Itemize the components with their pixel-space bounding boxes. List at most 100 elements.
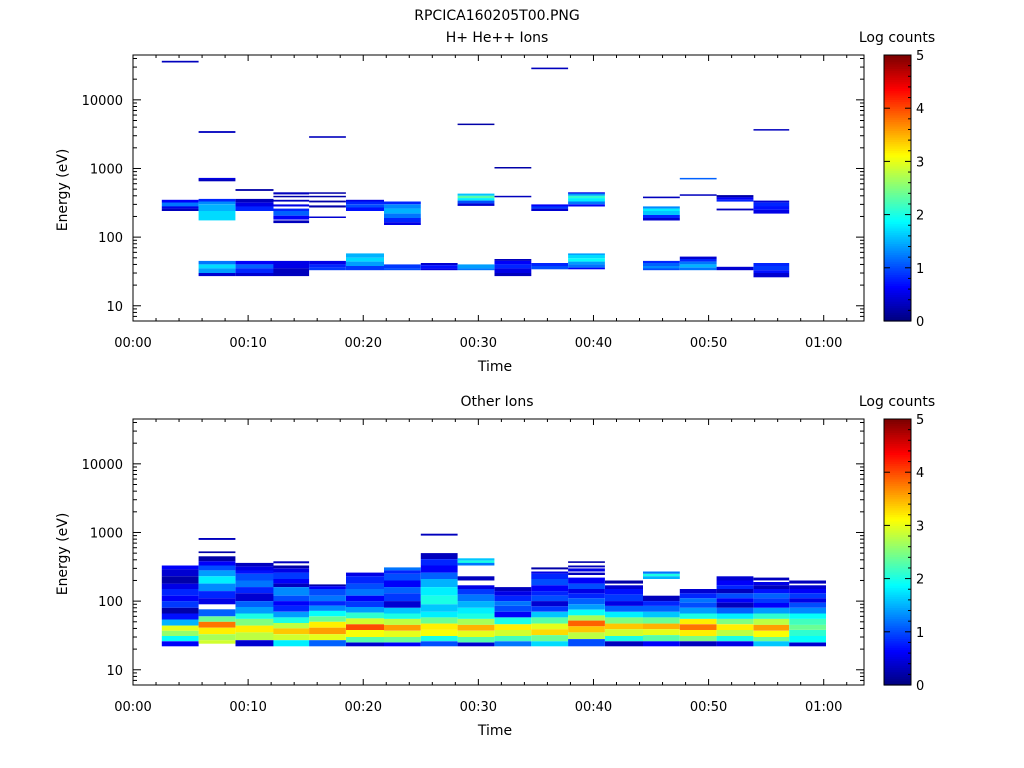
colorbar-swatch — [884, 591, 911, 595]
heatmap-cell — [161, 569, 199, 577]
heatmap-cell — [753, 630, 790, 638]
heatmap-cell — [457, 560, 495, 563]
heatmap-cell — [384, 218, 421, 223]
heatmap-cell — [716, 641, 754, 647]
heatmap-cell — [161, 607, 199, 614]
colorbar-swatch — [884, 501, 911, 504]
heatmap-cell — [161, 613, 199, 620]
heatmap-cell — [346, 576, 384, 584]
heatmap-cell — [420, 268, 458, 271]
colorbar-swatch — [884, 569, 911, 573]
colorbar-swatch — [884, 673, 911, 677]
heatmap-cell — [384, 637, 421, 643]
heatmap-cell — [494, 273, 532, 277]
heatmap-cell — [273, 268, 310, 273]
heatmap-cell — [531, 591, 569, 596]
heatmap-cell — [198, 570, 236, 577]
colorbar-swatch — [884, 254, 911, 258]
colorbar-swatch — [884, 583, 911, 586]
heatmap-cell — [309, 601, 346, 606]
heatmap-cell — [420, 636, 458, 642]
colorbar: 0 1 2 3 4 5 — [883, 413, 924, 694]
heatmap-cell — [568, 201, 605, 205]
colorbar-swatch — [884, 92, 911, 96]
colorbar-swatch — [884, 61, 911, 65]
colorbar-swatch — [884, 452, 911, 456]
heatmap-cell — [309, 634, 346, 641]
colorbar-swatch — [884, 216, 911, 220]
heatmap-cell — [568, 565, 605, 568]
heatmap-cell — [457, 558, 495, 561]
heatmap-cell — [568, 261, 605, 265]
heatmap-cell — [198, 211, 236, 221]
colorbar-swatch — [884, 181, 911, 185]
colorbar-swatch — [884, 148, 911, 151]
heatmap-cell — [531, 595, 569, 602]
y-tick-label: 1000 — [90, 162, 123, 177]
figure-title: RPCICA160205T00.PNG — [414, 8, 579, 24]
heatmap-cell — [789, 598, 826, 603]
heatmap-cell — [494, 606, 532, 612]
heatmap-cell — [273, 273, 310, 277]
heatmap-cell — [309, 192, 346, 194]
colorbar-swatch — [884, 509, 911, 513]
heatmap-cell — [309, 205, 346, 208]
colorbar-swatch — [884, 525, 911, 529]
heatmap-cell — [273, 605, 310, 612]
heatmap-cell — [457, 624, 495, 631]
heatmap-cell — [605, 606, 643, 612]
heatmap-cell — [789, 602, 826, 608]
colorbar-swatch — [884, 285, 911, 289]
heatmap-cell — [346, 595, 384, 602]
heatmap-cell — [643, 206, 680, 209]
colorbar-swatch — [884, 456, 911, 460]
colorbar-frame — [883, 418, 912, 686]
heatmap-cell — [161, 60, 199, 63]
heatmap-cell — [753, 129, 790, 131]
colorbar-swatch — [884, 669, 911, 673]
heatmap-cell — [679, 602, 717, 608]
colorbar-swatch — [884, 567, 911, 571]
heatmap-cell — [679, 624, 717, 630]
colorbar-swatch — [884, 602, 911, 606]
heatmap-cell — [568, 193, 605, 196]
heatmap-cell — [643, 268, 680, 271]
heatmap-cell — [568, 267, 605, 270]
heatmap-cell — [346, 257, 384, 262]
colorbar-swatch — [884, 665, 911, 668]
heatmap-cell — [273, 199, 310, 202]
colorbar-swatch — [884, 236, 911, 240]
heatmap-cell — [235, 202, 274, 207]
heatmap-cell — [531, 263, 569, 266]
x-tick-label: 00:50 — [690, 336, 727, 351]
colorbar-swatch — [884, 649, 911, 653]
heatmap-cell — [716, 580, 754, 586]
colorbar-swatch — [884, 309, 911, 313]
heatmap-cell — [679, 264, 717, 268]
colorbar-swatch — [884, 671, 911, 675]
colorbar-swatch — [884, 70, 911, 74]
colorbar-swatch — [884, 667, 911, 671]
heatmap-cell — [309, 216, 346, 218]
colorbar-swatch — [884, 512, 911, 515]
heatmap-cell — [531, 585, 569, 592]
heatmap-cell — [235, 607, 274, 614]
heatmap-cell — [346, 572, 384, 577]
heatmap-cell — [679, 194, 717, 196]
colorbar-swatch — [884, 314, 911, 318]
heatmap-cell — [753, 585, 790, 589]
colorbar-swatch — [884, 256, 911, 260]
heatmap-cell — [753, 624, 790, 631]
colorbar-swatch — [884, 496, 911, 500]
colorbar-swatch — [884, 272, 911, 276]
heatmap-cell — [789, 636, 826, 643]
heatmap-cell — [235, 206, 274, 211]
plot-frame — [132, 418, 865, 686]
heatmap-cell — [198, 177, 236, 180]
heatmap-cell — [531, 601, 569, 607]
heatmap-cell — [568, 604, 605, 610]
heatmap-cell — [384, 208, 421, 214]
heatmap-cell — [346, 583, 384, 589]
heatmap-cell — [235, 268, 274, 273]
heatmap-cell — [235, 260, 274, 265]
